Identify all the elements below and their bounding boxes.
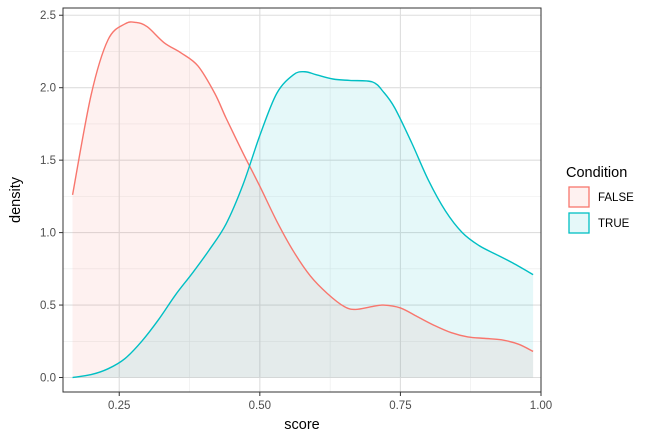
y-tick-label: 2.5	[40, 10, 56, 22]
density-area-false	[72, 21, 534, 378]
minor-gridlines	[63, 8, 541, 392]
y-tick-label: 2.0	[40, 83, 56, 95]
x-tick-label: 0.50	[249, 400, 271, 412]
x-axis: 0.25 0.50 0.75 1.00	[108, 392, 552, 412]
x-axis-title: score	[284, 417, 319, 433]
y-tick-label: 1.5	[40, 155, 56, 167]
legend-key-bg-true	[568, 212, 590, 234]
legend-key-false	[568, 186, 590, 208]
x-tick-label: 0.25	[108, 400, 130, 412]
y-tick-label: 1.0	[40, 228, 56, 240]
legend: Condition FALSE TRUE	[566, 165, 634, 234]
y-axis-title: density	[8, 176, 24, 223]
plot-border	[62, 7, 542, 393]
x-tick-label: 1.00	[530, 400, 552, 412]
legend-label-false: FALSE	[598, 192, 634, 204]
density-lines	[71, 21, 534, 379]
major-gridlines	[63, 8, 542, 392]
density-line-false	[71, 21, 534, 353]
legend-key-true	[568, 212, 590, 234]
legend-title: Condition	[566, 165, 627, 181]
density-fills	[72, 21, 534, 378]
y-tick-label: 0.0	[40, 373, 56, 385]
legend-key-bg-false	[568, 186, 590, 208]
legend-label-true: TRUE	[598, 218, 630, 230]
y-tick-label: 0.5	[40, 300, 56, 312]
density-line-true	[72, 71, 534, 379]
density-area-true	[72, 71, 534, 378]
x-tick-label: 0.75	[389, 400, 411, 412]
y-axis: 0.0 0.5 1.0 1.5 2.0 2.5	[40, 10, 63, 385]
